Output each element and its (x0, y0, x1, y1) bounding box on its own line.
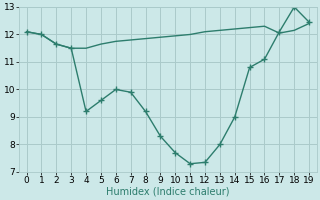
X-axis label: Humidex (Indice chaleur): Humidex (Indice chaleur) (106, 187, 229, 197)
